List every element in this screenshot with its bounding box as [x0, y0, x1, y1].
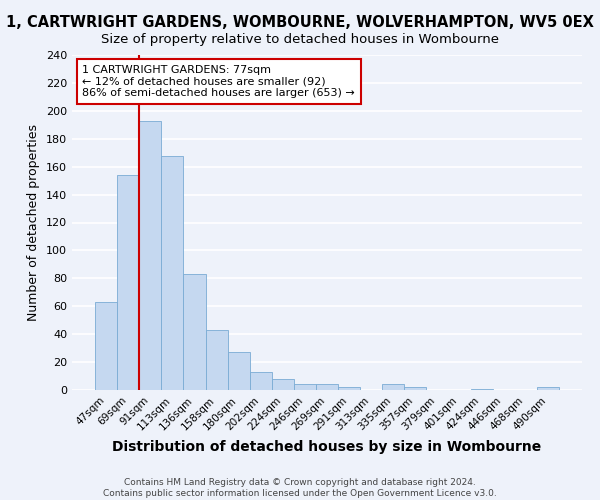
Bar [227, 352, 250, 390]
Bar [470, 388, 493, 390]
Text: Size of property relative to detached houses in Wombourne: Size of property relative to detached ho… [101, 32, 499, 46]
X-axis label: Distribution of detached houses by size in Wombourne: Distribution of detached houses by size … [112, 440, 542, 454]
Text: 1 CARTWRIGHT GARDENS: 77sqm
← 12% of detached houses are smaller (92)
86% of sem: 1 CARTWRIGHT GARDENS: 77sqm ← 12% of det… [82, 65, 355, 98]
Bar [404, 387, 427, 390]
Bar [272, 379, 294, 390]
Bar [338, 387, 360, 390]
Bar [161, 156, 184, 390]
Text: 1, CARTWRIGHT GARDENS, WOMBOURNE, WOLVERHAMPTON, WV5 0EX: 1, CARTWRIGHT GARDENS, WOMBOURNE, WOLVER… [6, 15, 594, 30]
Bar [184, 274, 206, 390]
Bar [250, 372, 272, 390]
Bar [382, 384, 404, 390]
Bar [294, 384, 316, 390]
Bar [537, 387, 559, 390]
Bar [316, 384, 338, 390]
Bar [95, 302, 117, 390]
Text: Contains HM Land Registry data © Crown copyright and database right 2024.
Contai: Contains HM Land Registry data © Crown c… [103, 478, 497, 498]
Bar [206, 330, 227, 390]
Y-axis label: Number of detached properties: Number of detached properties [28, 124, 40, 321]
Bar [117, 175, 139, 390]
Bar [139, 120, 161, 390]
